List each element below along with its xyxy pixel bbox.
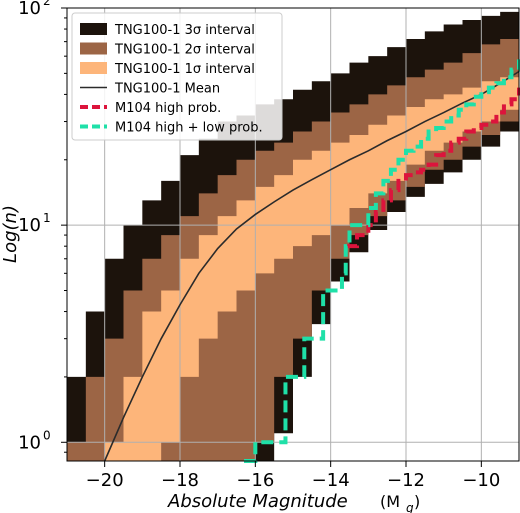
x-axis-ticks: −20 −18 −16 −14 −12 −10 xyxy=(86,461,500,491)
legend-label: TNG100-1 1σ interval xyxy=(114,62,255,77)
x-axis-title: Absolute Magnitude (M g ) xyxy=(167,491,420,513)
mean-line xyxy=(103,70,520,462)
legend-label: TNG100-1 Mean xyxy=(114,82,220,97)
legend-swatch xyxy=(80,62,107,74)
x-tick-label: −16 xyxy=(236,470,274,491)
legend-swatch xyxy=(80,42,107,55)
x-tick-label: −18 xyxy=(161,470,199,491)
svg-text:(M: (M xyxy=(380,492,400,511)
x-tick-label: −20 xyxy=(86,470,124,491)
svg-text:Absolute Magnitude: Absolute Magnitude xyxy=(167,491,348,512)
y-tick-exponent: 2 xyxy=(43,0,51,8)
series-lines xyxy=(103,59,520,463)
series-6-line xyxy=(244,59,520,463)
x-tick-label: −12 xyxy=(387,470,425,491)
svg-text:g: g xyxy=(406,501,414,513)
x-tick-label: −14 xyxy=(312,470,350,491)
y-tick-label: 10 xyxy=(18,432,41,453)
y-tick-exponent: 1 xyxy=(43,211,51,225)
legend-box xyxy=(71,12,283,141)
y-tick-label: 10 xyxy=(18,0,41,19)
svg-text:): ) xyxy=(414,492,420,511)
y-tick-label: 10 xyxy=(18,215,41,236)
legend-label: M104 high + low prob. xyxy=(115,121,263,136)
legend-swatch xyxy=(80,23,107,35)
x-tick-label: −10 xyxy=(462,470,500,491)
legend-label: M104 high prob. xyxy=(115,101,221,116)
legend-label: TNG100-1 2σ interval xyxy=(114,43,255,58)
y-axis-title: Log(n) xyxy=(0,205,21,263)
legend: TNG100-1 3σ interval TNG100-1 2σ interval… xyxy=(71,12,283,141)
plot-frame xyxy=(66,7,520,462)
series-5-line xyxy=(345,87,520,249)
legend-label: TNG100-1 3σ interval xyxy=(114,23,255,38)
y-tick-exponent: 0 xyxy=(43,428,51,442)
